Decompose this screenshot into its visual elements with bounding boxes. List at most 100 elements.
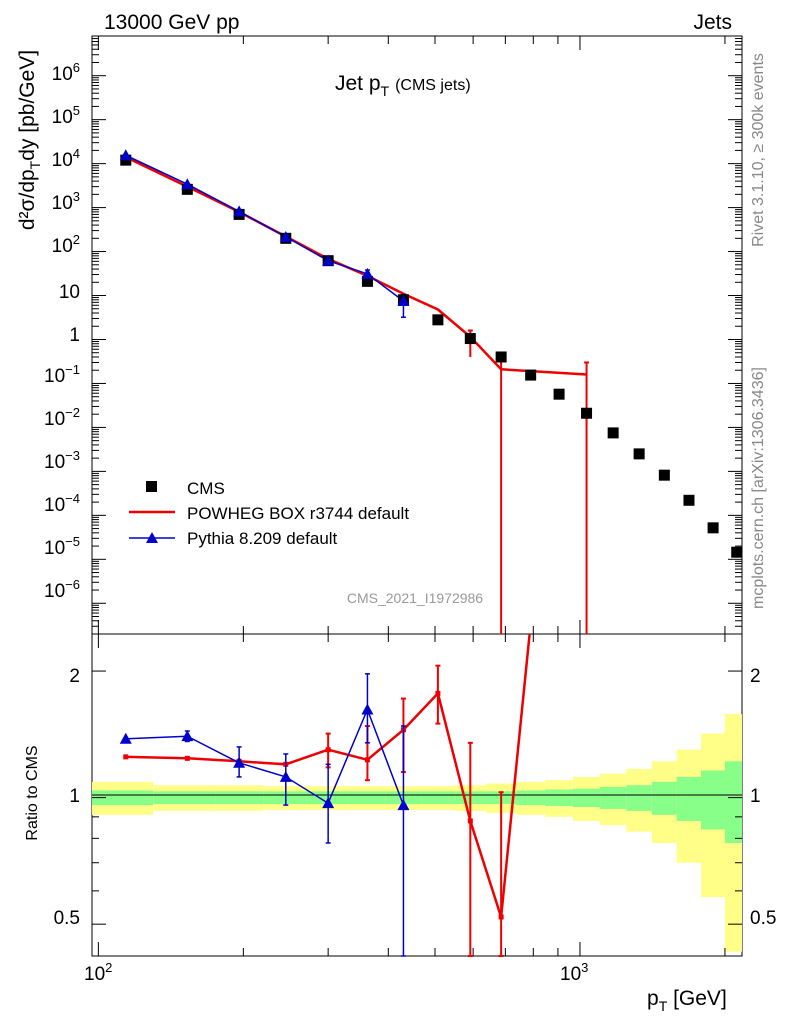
- green-band-bin: [348, 791, 386, 805]
- powheg-ratio-point: [435, 690, 441, 696]
- y-tick-label-1e-4: 10−4: [44, 491, 80, 516]
- rivet-info: Rivet 3.1.10, ≥ 300k events: [750, 53, 767, 247]
- legend-powheg-label: POWHEG BOX r3744 default: [187, 504, 409, 523]
- cms-data-point: [464, 333, 476, 345]
- green-band-bin: [421, 791, 455, 805]
- y-tick-label-1e6: 106: [52, 60, 80, 85]
- pythia-data-point: [361, 267, 374, 279]
- x-label-rest: [GeV]: [667, 987, 727, 1010]
- pythia-data-point: [181, 178, 194, 190]
- pythia-ratio-point: [361, 703, 374, 715]
- plot-title-sub: T: [381, 83, 390, 99]
- legend-cms-label: CMS: [187, 479, 225, 498]
- cms-data-point: [432, 314, 444, 326]
- x-axis-label: pT [GeV]: [647, 987, 727, 1014]
- powheg-ratio-point: [498, 914, 504, 920]
- y-label-rest: dy [pb/GeV]: [16, 50, 39, 161]
- cms-data-point: [581, 407, 593, 419]
- x-tick-label-1000: 103: [560, 960, 588, 985]
- green-band-bin: [153, 791, 216, 805]
- cms-data-point: [553, 388, 565, 400]
- main-y-axis-label: d²σ/dpTdy [pb/GeV]: [16, 50, 43, 230]
- powheg-ratio-point: [123, 754, 129, 760]
- powheg-ratio-point: [364, 757, 370, 763]
- pythia-ratio-point: [119, 732, 132, 744]
- ratio-tick-right-1: 1: [750, 786, 761, 807]
- y-tick-label-1e2: 102: [52, 232, 80, 257]
- category-label: Jets: [693, 11, 732, 34]
- green-band-bin: [676, 776, 702, 821]
- cms-data-point: [731, 546, 743, 558]
- green-band-bin: [572, 788, 601, 807]
- axis-ticks: [92, 35, 742, 956]
- green-band-bin: [701, 770, 725, 830]
- cms-data-point: [633, 448, 645, 460]
- cms-data-point: [495, 351, 507, 363]
- green-band-bin: [724, 761, 742, 843]
- pythia-ratio-point: [397, 799, 410, 811]
- plot-title: Jet pT (CMS jets): [335, 72, 471, 99]
- cms-data-point: [181, 183, 193, 195]
- cms-data-point: [525, 369, 537, 381]
- beam-label: 13000 GeV pp: [104, 11, 239, 34]
- legend: CMS POWHEG BOX r3744 default Pythia 8.20…: [129, 479, 409, 548]
- y-tick-label-1e4: 104: [52, 146, 80, 171]
- green-band-bin: [92, 790, 154, 806]
- green-band-bin: [263, 791, 307, 805]
- ratio-y-axis-label: Ratio to CMS: [24, 745, 41, 840]
- x-label-sub: T: [659, 998, 668, 1014]
- pythia-data-point: [397, 295, 410, 307]
- y-tick-label-1e-2: 10−2: [44, 405, 80, 430]
- pythia-data-point: [322, 254, 335, 266]
- ratio-plot-series: [119, 634, 531, 957]
- x-tick-label-100: 102: [84, 960, 112, 985]
- plot-title-main: Jet p: [335, 72, 381, 95]
- y-tick-label-1e-5: 10−5: [44, 534, 80, 559]
- ratio-tick-right-05: 0.5: [750, 908, 776, 929]
- legend-pythia-label: Pythia 8.209 default: [187, 529, 338, 548]
- legend-pythia-marker: [146, 532, 158, 543]
- pythia-ratio-point: [181, 730, 194, 742]
- pythia-data-point: [233, 205, 246, 217]
- green-band-bin: [544, 789, 573, 807]
- y-label-sub: T: [27, 160, 43, 169]
- cms-data-point: [683, 494, 695, 506]
- green-band-bin: [600, 786, 627, 809]
- cms-data-point: [361, 275, 373, 287]
- ratio-tick-left-2: 2: [69, 666, 80, 687]
- y-tick-label-1e-1: 10−1: [44, 362, 80, 387]
- plot-title-paren: (CMS jets): [395, 77, 471, 94]
- main-plot-series: [119, 149, 743, 634]
- pythia-data-point: [279, 230, 292, 242]
- cms-data-point: [707, 522, 719, 534]
- ratio-tick-labels: 2 1 0.5 2 1 0.5: [54, 666, 777, 929]
- ratio-tick-right-2: 2: [750, 666, 761, 687]
- analysis-watermark: CMS_2021_I1972986: [347, 590, 483, 606]
- legend-cms-marker: [146, 481, 157, 492]
- green-band-bin: [215, 791, 264, 805]
- green-band-bin: [651, 781, 677, 815]
- y-tick-label-1e-6: 10−6: [44, 577, 80, 602]
- powheg-ratio-point: [325, 747, 331, 753]
- cms-data-point: [658, 469, 670, 481]
- powheg-ratio-point: [467, 818, 473, 824]
- ratio-tick-left-1: 1: [69, 786, 80, 807]
- green-band-bin: [516, 790, 545, 806]
- ratio-tick-left-05: 0.5: [54, 908, 80, 929]
- pythia-ratio-point: [233, 756, 246, 768]
- y-tick-label-1e3: 103: [52, 189, 80, 214]
- mcplots-info: mcplots.cern.ch [arXiv:1306.3436]: [750, 367, 767, 609]
- y-tick-label-1e-3: 10−3: [44, 448, 80, 473]
- powheg-curve: [125, 156, 587, 376]
- green-band-bin: [626, 785, 652, 811]
- y-tick-label-1: 1: [69, 325, 80, 346]
- pythia-ratio-point: [322, 797, 335, 809]
- ratio-uncertainty-bands: [92, 714, 742, 952]
- pythia-ratio-point: [279, 770, 292, 782]
- y-label-main: d²σ/dp: [16, 169, 39, 230]
- main-y-tick-labels: 106 105 104 103 102 10 1 10−1 10−2 10−3 …: [44, 60, 80, 602]
- cms-data-point: [607, 427, 619, 439]
- y-tick-label-1e5: 105: [52, 103, 80, 128]
- pythia-data-point: [119, 149, 132, 161]
